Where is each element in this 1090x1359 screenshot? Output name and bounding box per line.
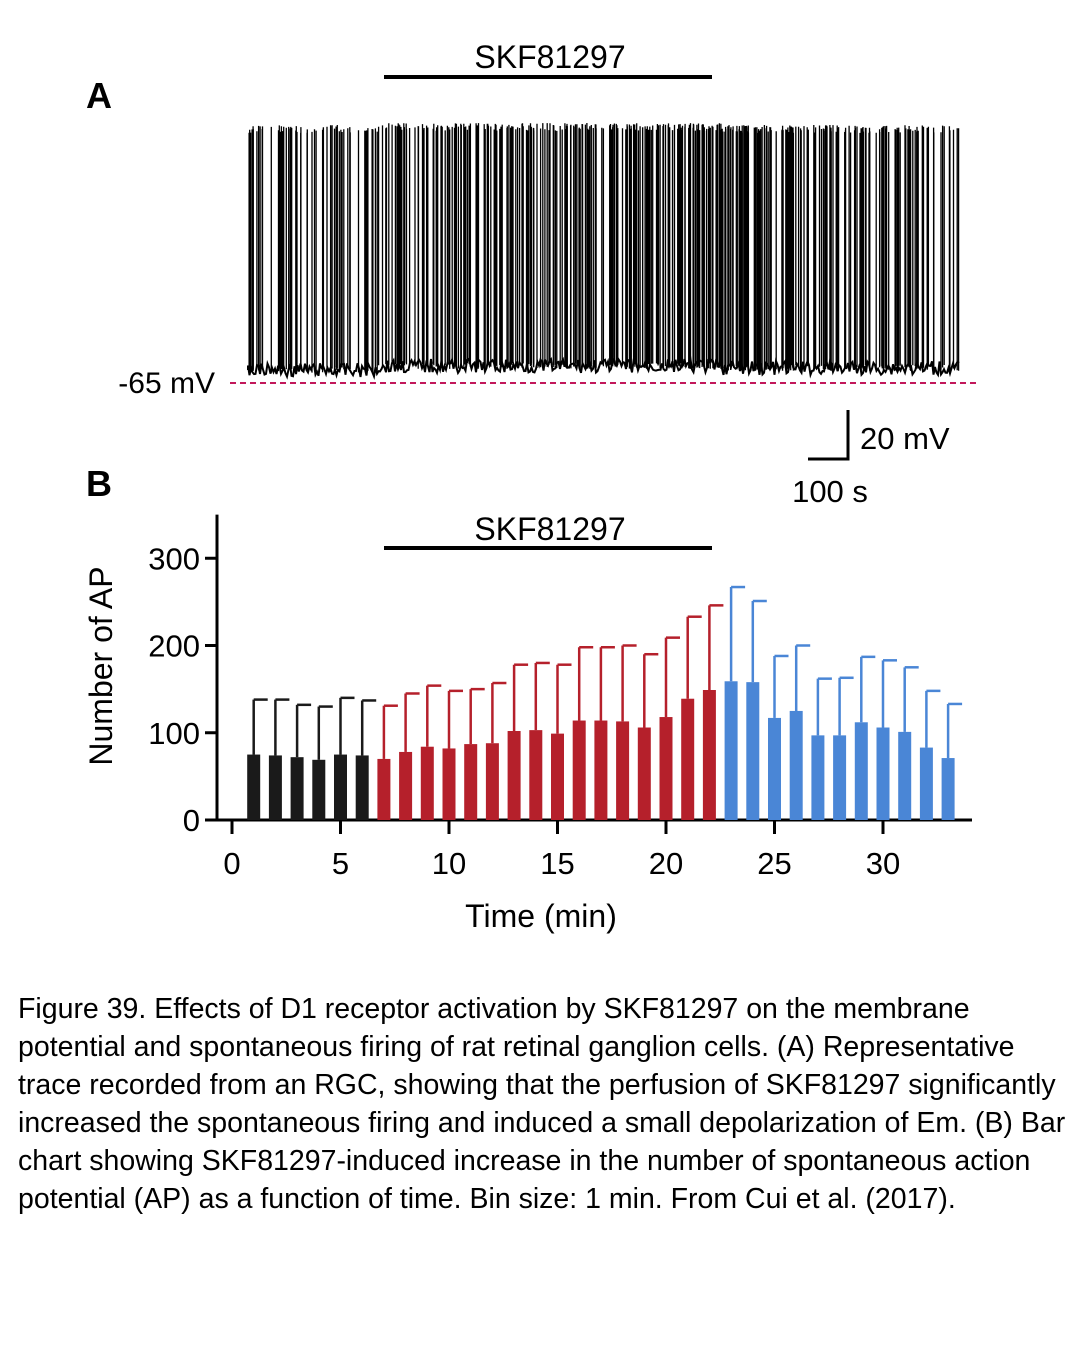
bar bbox=[941, 758, 955, 820]
x-axis: 0 5 10 15 20 25 30 bbox=[217, 818, 972, 881]
x-tick-label: 25 bbox=[757, 846, 791, 881]
bar bbox=[334, 754, 347, 820]
bar bbox=[572, 720, 586, 820]
bar bbox=[420, 746, 434, 820]
bar bbox=[637, 727, 651, 820]
bar bbox=[507, 731, 521, 820]
bar bbox=[399, 751, 413, 820]
x-tick-label: 15 bbox=[540, 846, 574, 881]
x-tick-label: 5 bbox=[332, 846, 349, 881]
baseline-noise bbox=[247, 355, 960, 381]
x-axis-label: Time (min) bbox=[465, 898, 617, 934]
bar bbox=[702, 689, 716, 820]
x-tick-label: 30 bbox=[866, 846, 900, 881]
y-axis-label: Number of AP bbox=[83, 566, 119, 765]
x-tick-label: 0 bbox=[223, 846, 240, 881]
bar bbox=[854, 722, 868, 820]
bars bbox=[247, 585, 963, 820]
panel-b-label: B bbox=[86, 463, 112, 504]
bar bbox=[529, 730, 543, 820]
scale-bar bbox=[808, 410, 850, 461]
spike-trace bbox=[247, 123, 960, 381]
bar bbox=[442, 748, 456, 820]
bar bbox=[268, 755, 282, 820]
scale-bar-x-label: 100 s bbox=[792, 474, 868, 509]
y-tick-label: 100 bbox=[148, 716, 200, 751]
x-tick-label: 20 bbox=[649, 846, 683, 881]
bar bbox=[919, 747, 933, 820]
bar bbox=[312, 759, 326, 820]
bar bbox=[290, 757, 304, 820]
y-tick-label: 300 bbox=[148, 541, 200, 576]
drug-label-b: SKF81297 bbox=[474, 511, 625, 547]
y-axis: 0 100 200 300 bbox=[148, 514, 219, 838]
bar bbox=[594, 720, 608, 820]
bar bbox=[746, 682, 760, 820]
bar bbox=[811, 735, 825, 820]
panel-a: A SKF81297 -65 mV 20 mV 100 s bbox=[86, 39, 980, 509]
scale-bar-y-label: 20 mV bbox=[860, 421, 950, 456]
bar bbox=[377, 758, 391, 820]
bar bbox=[789, 710, 803, 820]
y-tick-label: 0 bbox=[183, 803, 200, 838]
bar bbox=[833, 735, 847, 820]
bar bbox=[464, 744, 478, 820]
bar bbox=[659, 717, 673, 820]
y-tick-label: 200 bbox=[148, 629, 200, 664]
bar bbox=[898, 731, 912, 820]
figure: A SKF81297 -65 mV 20 mV 100 s B SKF81297… bbox=[83, 39, 980, 934]
bar bbox=[485, 743, 499, 820]
bar bbox=[724, 681, 738, 820]
bar bbox=[768, 717, 781, 820]
bar bbox=[551, 733, 564, 820]
panel-b: B SKF81297 Number of AP Time (min) 01002… bbox=[83, 463, 972, 934]
baseline-label: -65 mV bbox=[118, 367, 215, 400]
bar bbox=[876, 727, 890, 820]
bar bbox=[681, 698, 695, 820]
bar bbox=[355, 755, 369, 820]
drug-label-a: SKF81297 bbox=[474, 39, 625, 75]
figure-caption: Figure 39. Effects of D1 receptor activa… bbox=[18, 993, 1066, 1215]
spike-lines bbox=[248, 123, 960, 373]
bar bbox=[616, 721, 630, 820]
x-tick-label: 10 bbox=[432, 846, 466, 881]
panel-a-label: A bbox=[86, 75, 112, 116]
bar bbox=[247, 754, 261, 820]
